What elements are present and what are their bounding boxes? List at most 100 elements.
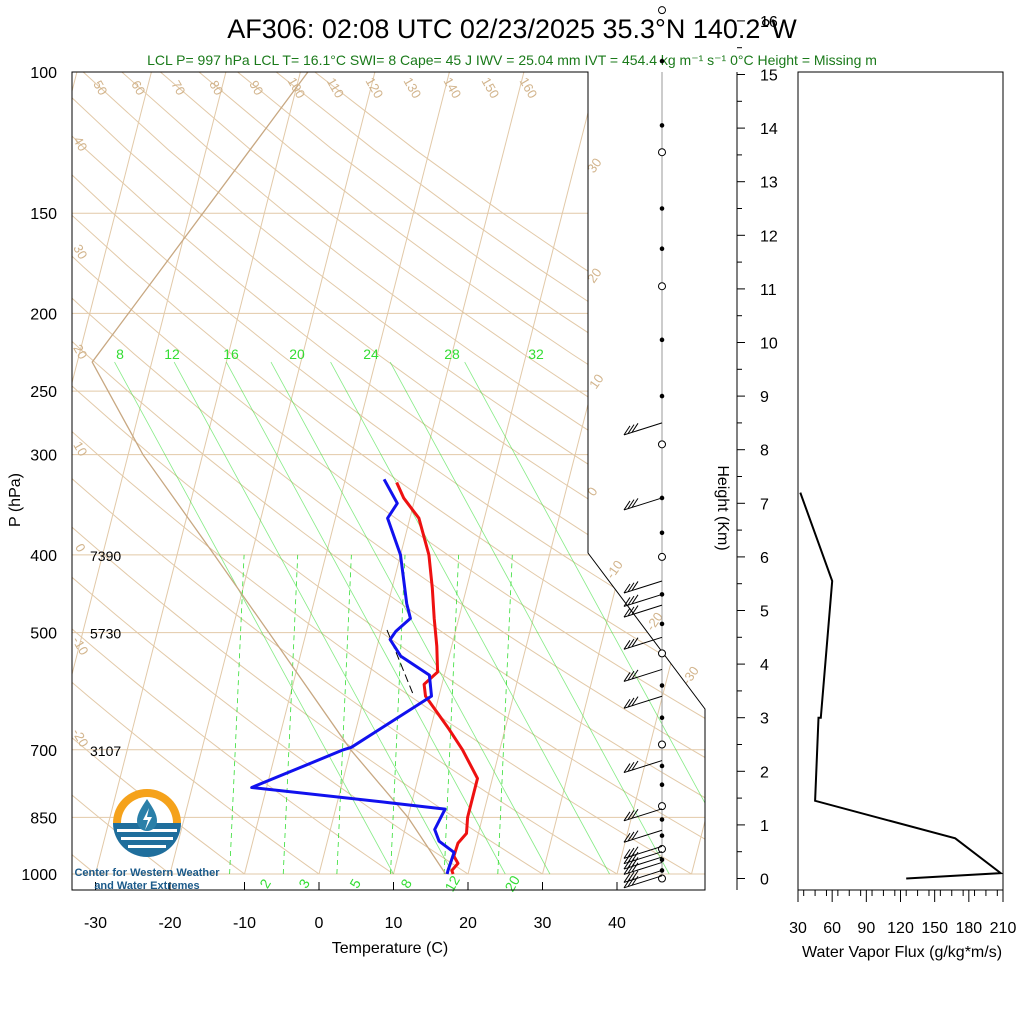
- wind-barb-feather: [623, 597, 631, 607]
- pressure-tick-label: 700: [30, 743, 57, 760]
- pressure-tick-label: 500: [30, 626, 57, 643]
- wind-barb-feather: [631, 669, 639, 680]
- height-tick-label: 14: [760, 121, 778, 138]
- wind-level-dot: [658, 649, 666, 658]
- wind-level-dot: [658, 440, 666, 449]
- temperature-tick-label: -30: [84, 915, 107, 932]
- dry-adiabat-label: 120: [363, 75, 387, 101]
- dry-adiabat-left-label: 0: [72, 541, 89, 555]
- wind-level-dot: [659, 393, 665, 399]
- y-axis-label: P (hPa): [7, 473, 24, 527]
- mixing-ratio-line: [173, 361, 454, 875]
- wind-barb-feather: [627, 762, 635, 772]
- wind-barb-feather: [631, 594, 639, 605]
- mixing-ratio-bottom-label: 5: [346, 876, 364, 891]
- wind-barb-staff: [623, 580, 663, 594]
- wind-barb-feather: [631, 808, 639, 819]
- wind-barb-staff: [623, 856, 663, 870]
- height-tick-label: 5: [760, 604, 769, 621]
- mixing-ratio-bottom-label: 8: [397, 876, 415, 891]
- height-tick-label: 12: [760, 228, 778, 245]
- dry-adiabat-left-label: 40: [70, 134, 90, 154]
- wind-barb-staff: [623, 695, 663, 709]
- mixing-ratio-bottom-label: 3: [295, 876, 313, 891]
- wind-barb-feather: [623, 763, 631, 773]
- mixing-ratio-line: [464, 361, 705, 875]
- wind-level-dot: [658, 740, 666, 749]
- temperature-tick-label: 40: [608, 915, 626, 932]
- isotherm-line: [72, 72, 152, 875]
- temperature-tick-label: 10: [385, 915, 403, 932]
- mixing-ratio-label: 20: [289, 346, 305, 362]
- wind-barb-feather: [627, 595, 635, 606]
- dry-adiabat-label: 60: [128, 78, 148, 98]
- height-tick-label: 4: [760, 657, 769, 674]
- pressure-tick-label: 400: [30, 548, 57, 565]
- pressure-tick-label: 200: [30, 306, 57, 323]
- wind-profile: [623, 6, 666, 889]
- logo-bolt-icon: [143, 808, 152, 830]
- wind-barb-feather: [627, 638, 635, 649]
- wind-barb-feather: [631, 498, 639, 508]
- isotherm-line: [467, 72, 674, 875]
- skew-t-background: [0, 72, 705, 875]
- pressure-tick-label: 100: [30, 65, 57, 82]
- dry-adiabat-line: [72, 72, 171, 875]
- wind-barb-staff: [623, 851, 663, 865]
- dry-adiabat-line: [72, 72, 618, 875]
- flux-x-axis-label: Water Vapor Flux (g/kg*m/s): [802, 944, 1002, 961]
- dry-adiabat-line: [82, 72, 705, 875]
- isotherm-line: [318, 72, 525, 875]
- dry-adiabat-line: [72, 72, 692, 875]
- wind-barb-feather: [627, 697, 635, 708]
- skew-t-frame: [71, 71, 706, 891]
- height-tick-label: 9: [760, 389, 769, 406]
- dry-adiabat-line: [72, 72, 543, 875]
- flux-tick-label: 90: [857, 920, 875, 937]
- flux-tick-label: 120: [887, 920, 914, 937]
- isotherm-line: [169, 72, 376, 875]
- dry-adiabat-line: [72, 72, 705, 875]
- wind-barb-feather: [627, 831, 635, 842]
- isotherm-label: 0: [584, 484, 600, 499]
- dry-adiabat-line: [72, 72, 705, 875]
- parcel-line: [91, 72, 447, 875]
- isotherm-line: [0, 72, 2, 874]
- wind-barb-feather: [627, 670, 635, 681]
- wind-barb-feather: [627, 499, 635, 509]
- dry-adiabat-label: 90: [246, 78, 266, 98]
- dry-adiabat-line: [72, 72, 705, 875]
- wind-level-dot: [658, 148, 666, 157]
- isotherm-label: 10: [586, 371, 607, 391]
- wind-barb-feather: [631, 851, 639, 862]
- wind-barb-feather: [631, 862, 639, 873]
- mixing-ratio-line: [225, 361, 506, 875]
- wind-barb-staff: [623, 829, 663, 843]
- height-tick-label: 7: [760, 496, 769, 513]
- dry-adiabat-label: 140: [441, 75, 465, 101]
- wind-barb-feather: [631, 846, 639, 857]
- isotherm-label: -30: [679, 663, 702, 687]
- pressure-tick-label: 150: [30, 206, 57, 223]
- dry-adiabat-label: 110: [324, 75, 347, 100]
- wind-barb-feather: [623, 672, 631, 682]
- logo-text-line2: and Water Extremes: [94, 880, 199, 892]
- wind-barb-feather: [631, 870, 639, 881]
- dry-adiabat-line: [72, 72, 705, 875]
- wind-barb-feather: [627, 424, 635, 434]
- height-tick-label: 0: [760, 872, 769, 889]
- dry-adiabat-line: [121, 72, 705, 875]
- height-tick-label: 2: [760, 764, 769, 781]
- wind-level-dot: [659, 123, 665, 128]
- wind-barb-feather: [623, 811, 631, 822]
- wind-barb-feather: [631, 857, 639, 867]
- wind-barb-feather: [631, 605, 639, 615]
- height-tick-label: 13: [760, 175, 778, 192]
- wind-level-dot: [658, 552, 666, 561]
- wind-barb-staff: [623, 845, 663, 859]
- wind-barb-staff: [623, 604, 663, 618]
- isotherm-line: [244, 72, 450, 875]
- mixing-ratio-dashed-line: [229, 554, 245, 875]
